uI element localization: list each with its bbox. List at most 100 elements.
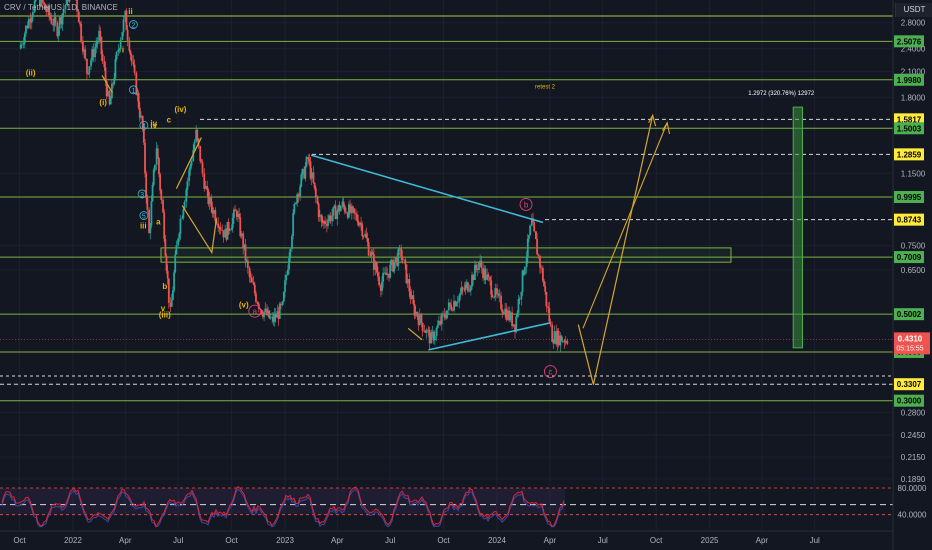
candle-body (560, 335, 563, 342)
candle-body (276, 311, 279, 318)
candle-body (430, 332, 433, 344)
candle-body (92, 49, 95, 58)
candle-body (543, 280, 545, 287)
wave-label: iii (140, 221, 147, 230)
candle-body (521, 270, 524, 292)
candle-body (158, 158, 160, 175)
candle-body (486, 274, 489, 280)
target-range (792, 106, 804, 349)
candle-body (352, 206, 354, 209)
candle-body (231, 217, 234, 228)
wave-label: (i) (99, 98, 107, 107)
candle-body (514, 324, 516, 332)
candle-body (109, 98, 112, 105)
candle-body (284, 280, 286, 293)
wave-label: c (548, 368, 552, 377)
candle-body (156, 148, 159, 159)
drawings (101, 75, 671, 385)
candle-body (375, 262, 378, 273)
candle-body (50, 18, 53, 24)
candle-body (478, 262, 480, 270)
price-tick-label: 0.1890 (901, 475, 926, 484)
candle-body (388, 273, 390, 278)
candle-body (214, 210, 217, 221)
candle-body (379, 285, 382, 291)
candle-body (103, 61, 106, 68)
candle-body (125, 10, 128, 30)
price-tick-label: 1.8000 (901, 93, 926, 102)
wave-label: (iv) (174, 105, 186, 114)
candle-body (238, 213, 241, 218)
candle-body (166, 270, 169, 279)
candle-body (318, 214, 321, 217)
candle-body (408, 279, 411, 292)
candle-body (99, 30, 102, 37)
candle-body (557, 330, 560, 346)
candle-body (300, 174, 303, 187)
candle-body (354, 213, 357, 215)
wave-stroke (175, 137, 202, 189)
candle-body (421, 322, 424, 332)
candle-body (467, 282, 469, 292)
candle-body (374, 262, 377, 270)
candle-body (341, 201, 344, 207)
level-badge (894, 251, 924, 264)
lower-trendline (428, 322, 551, 351)
candle-body (504, 308, 507, 315)
candle-body (53, 17, 56, 26)
candle-body (314, 187, 317, 198)
candle-body (364, 233, 367, 237)
candle-body (339, 206, 342, 212)
projection-path-2 (582, 122, 668, 329)
time-tick-label: 2022 (64, 536, 82, 545)
candle-body (173, 272, 175, 291)
candle-body (80, 23, 83, 41)
candle-body (207, 189, 210, 205)
candle-body (342, 201, 345, 207)
wave-label: 3 (140, 192, 144, 199)
candle-body (248, 268, 251, 277)
candle-body (199, 145, 202, 161)
candle-body (394, 257, 397, 263)
candle-body (48, 6, 51, 16)
price-axis-bg (893, 0, 932, 550)
candle-body (49, 15, 52, 19)
symbol-title[interactable]: CRV / TetherUS, 1D, BINANCE (4, 3, 118, 12)
candle-body (435, 327, 438, 336)
wave-circle (543, 365, 557, 379)
candle-body (544, 286, 547, 292)
candle-body (451, 309, 454, 311)
candle-body (549, 321, 552, 325)
candle-body (150, 201, 153, 226)
candle-body (329, 215, 332, 222)
currency-label[interactable]: USDT (895, 3, 932, 17)
candle-body (282, 292, 285, 302)
candle-body (47, 6, 49, 13)
candle-body (273, 313, 276, 322)
candle-body (277, 311, 280, 319)
candle-body (206, 186, 209, 190)
candle-body (528, 235, 530, 239)
level-badge-text: 1.5003 (897, 124, 922, 133)
wave-label: 2 (131, 23, 135, 30)
candle-body (104, 67, 107, 81)
candle-body (427, 329, 430, 331)
candle-body (169, 302, 172, 307)
candle-body (227, 221, 230, 232)
candle-body (327, 220, 329, 226)
candle-body (140, 115, 142, 118)
candle-body (289, 248, 292, 258)
candle-body (138, 107, 141, 118)
arrow-head-2 (662, 121, 671, 135)
candle-body (44, 3, 47, 10)
candle-body (106, 90, 109, 97)
time-tick-label: 2024 (488, 536, 506, 545)
wave-label: (iii) (159, 311, 171, 320)
candle-body (249, 276, 252, 278)
candle-body (43, 2, 45, 4)
candle-body (459, 292, 462, 296)
candle-body (464, 284, 467, 290)
candle-body (439, 320, 442, 325)
candle-body (385, 272, 387, 276)
